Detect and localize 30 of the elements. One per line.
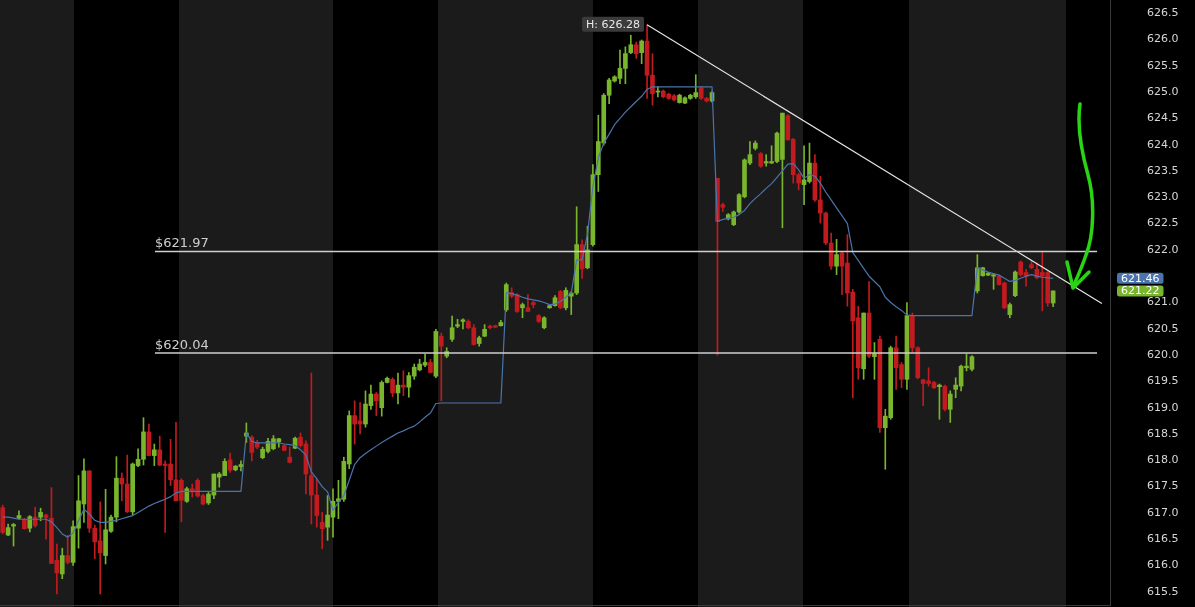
y-tick-label: 616.0: [1147, 558, 1179, 572]
candlestick: [438, 332, 444, 402]
y-tick-label: 625.5: [1147, 58, 1179, 72]
y-tick-label: 623.5: [1147, 163, 1179, 177]
y-tick-label: 623.0: [1147, 190, 1179, 204]
y-tick-label: 616.5: [1147, 532, 1179, 546]
y-tick-label: 619.0: [1147, 400, 1179, 414]
y-tick-label: 619.5: [1147, 374, 1179, 388]
candlestick: [319, 512, 325, 550]
y-tick-label: 620.5: [1147, 321, 1179, 335]
y-tick-label: 626.5: [1147, 6, 1179, 20]
y-tick-label: 617.5: [1147, 479, 1179, 493]
candlestick: [119, 472, 125, 502]
y-tick-label: 624.5: [1147, 111, 1179, 125]
y-tick-label: 626.0: [1147, 32, 1179, 46]
ref-line-label: $620.04: [155, 336, 209, 352]
text: 621.22: [1121, 284, 1160, 298]
y-tick-label: 621.0: [1147, 295, 1179, 309]
y-tick-label: 624.0: [1147, 137, 1179, 151]
y-tick-label: 625.0: [1147, 84, 1179, 98]
y-tick-label: 620.0: [1147, 347, 1179, 361]
text: 621.46: [1121, 271, 1160, 285]
ref-line-label: $621.97: [155, 235, 209, 251]
y-tick-label: 615.5: [1147, 584, 1179, 598]
annotation: H: 626.28: [586, 17, 641, 31]
y-tick-label: 617.0: [1147, 505, 1179, 519]
y-tick-label: 622.5: [1147, 216, 1179, 230]
y-tick-label: 622.0: [1147, 242, 1179, 256]
y-tick-label: 618.0: [1147, 453, 1179, 467]
y-tick-label: 618.5: [1147, 426, 1179, 440]
